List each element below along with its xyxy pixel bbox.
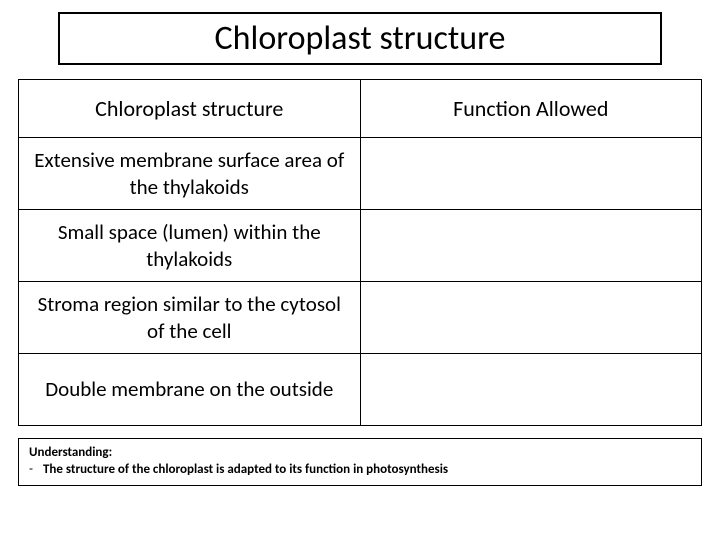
bullet-dash: - (29, 462, 43, 479)
table-row: Small space (lumen) within the thylakoid… (19, 210, 702, 282)
table-row: Double membrane on the outside (19, 354, 702, 426)
function-cell (360, 354, 702, 426)
footer-line: -The structure of the chloroplast is ada… (29, 462, 691, 479)
function-cell (360, 138, 702, 210)
footer-box: Understanding: -The structure of the chl… (18, 438, 702, 486)
title-box: Chloroplast structure (58, 12, 662, 65)
structure-cell: Double membrane on the outside (19, 354, 361, 426)
table-row: Extensive membrane surface area of the t… (19, 138, 702, 210)
table-row: Stroma region similar to the cytosol of … (19, 282, 702, 354)
column-header-function: Function Allowed (360, 80, 702, 138)
column-header-structure: Chloroplast structure (19, 80, 361, 138)
structure-function-table: Chloroplast structure Function Allowed E… (18, 79, 702, 426)
function-cell (360, 210, 702, 282)
structure-cell: Small space (lumen) within the thylakoid… (19, 210, 361, 282)
footer-item: The structure of the chloroplast is adap… (43, 462, 448, 477)
page-title: Chloroplast structure (70, 18, 650, 59)
structure-cell: Extensive membrane surface area of the t… (19, 138, 361, 210)
footer-label: Understanding: (29, 445, 691, 462)
function-cell (360, 282, 702, 354)
structure-cell: Stroma region similar to the cytosol of … (19, 282, 361, 354)
table-header-row: Chloroplast structure Function Allowed (19, 80, 702, 138)
